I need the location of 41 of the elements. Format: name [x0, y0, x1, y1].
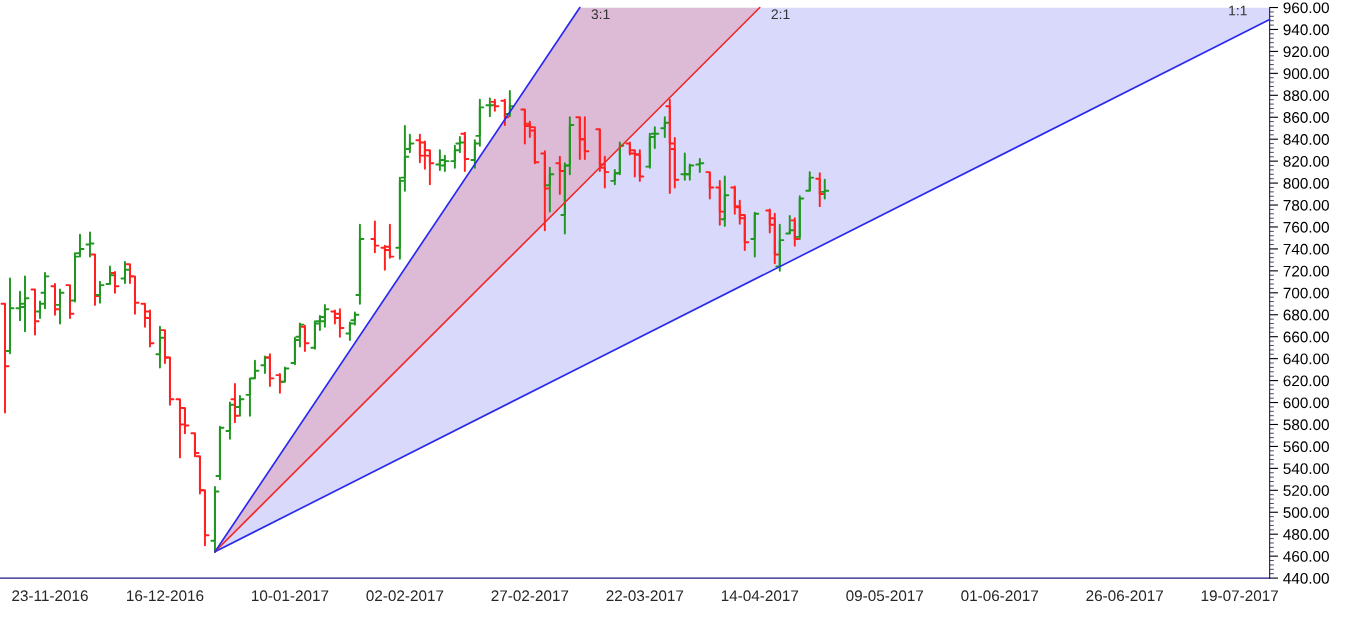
- x-tick-label: 27-02-2017: [491, 590, 569, 602]
- y-tick-label: 820.00: [1283, 156, 1329, 167]
- y-tick-label: 780.00: [1283, 199, 1329, 211]
- x-tick-label: 16-12-2016: [127, 590, 204, 602]
- x-tick-label: 22-03-2017: [606, 590, 684, 602]
- y-tick-label: 900.00: [1283, 68, 1329, 80]
- x-tick-label: 09-05-2017: [846, 590, 924, 602]
- y-tick-label: 740.00: [1283, 243, 1329, 255]
- series-label: 1:1: [1229, 5, 1247, 16]
- x-tick-label: 19-07-2017: [1201, 590, 1278, 602]
- series-label: 2:1: [771, 9, 790, 19]
- y-tick-label: 600.00: [1283, 397, 1329, 409]
- series-label: 3:1: [591, 9, 610, 20]
- y-tick-label: 520.00: [1283, 485, 1329, 496]
- y-tick-label: 580.00: [1283, 419, 1329, 431]
- x-tick-label: 26-06-2017: [1086, 590, 1163, 602]
- y-tick-label: 660.00: [1283, 331, 1329, 343]
- y-tick-label: 960.00: [1283, 2, 1329, 14]
- x-tick-label: 01-06-2017: [961, 590, 1039, 602]
- y-tick-label: 540.00: [1283, 463, 1329, 475]
- y-tick-label: 760.00: [1283, 221, 1329, 233]
- y-tick-label: 840.00: [1283, 134, 1329, 145]
- y-tick-label: 880.00: [1283, 90, 1329, 101]
- x-tick-label: 02-02-2017: [366, 590, 444, 602]
- y-tick-label: 480.00: [1283, 529, 1329, 540]
- y-tick-label: 920.00: [1283, 46, 1329, 58]
- y-tick-label: 560.00: [1283, 441, 1329, 453]
- y-tick-label: 640.00: [1283, 353, 1329, 365]
- y-tick-label: 700.00: [1283, 287, 1329, 299]
- x-tick-label: 14-04-2017: [721, 590, 799, 602]
- y-tick-label: 460.00: [1283, 551, 1329, 562]
- y-tick-label: 620.00: [1283, 375, 1329, 387]
- y-tick-label: 940.00: [1283, 24, 1329, 36]
- x-tick-label: 23-11-2016: [12, 590, 88, 602]
- y-tick-label: 500.00: [1283, 507, 1329, 518]
- y-tick-label: 800.00: [1283, 177, 1329, 189]
- y-tick-label: 680.00: [1283, 309, 1329, 321]
- y-tick-label: 860.00: [1283, 112, 1329, 123]
- y-tick-label: 440.00: [1283, 572, 1329, 584]
- x-tick-label: 10-01-2017: [252, 590, 329, 602]
- y-tick-label: 720.00: [1283, 265, 1329, 277]
